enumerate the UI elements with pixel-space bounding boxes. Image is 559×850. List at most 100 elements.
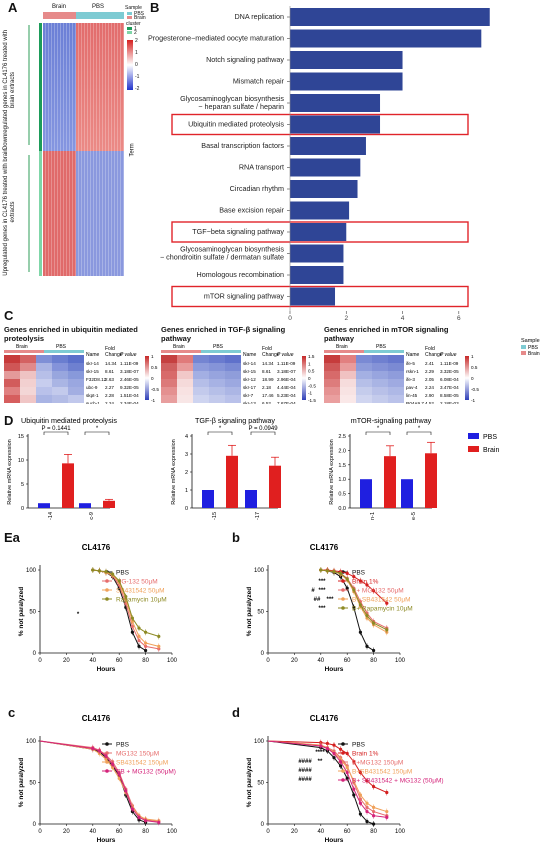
y-tick-label: 0: [261, 651, 265, 657]
heatmap-cell: [388, 379, 404, 387]
heatmap-cell: [372, 395, 388, 403]
data-point: [124, 594, 128, 599]
heatmap-cell: [340, 371, 356, 379]
heatmap-cell: [225, 379, 241, 387]
legend-marker: [341, 597, 345, 601]
x-tick-label: 0: [266, 829, 270, 835]
x-tick-label: 20: [291, 829, 298, 835]
y-tick-label: 1.0: [338, 477, 346, 483]
legend-label: Brain 1%: [352, 579, 379, 586]
legend-cluster-title: cluster: [126, 21, 141, 27]
heatmap-pbs-header: PBS: [92, 4, 105, 10]
data-point: [358, 797, 362, 801]
sample-bar-pbs: [201, 350, 241, 353]
x-tick-label: 80: [142, 658, 149, 664]
scale-tick: -1: [308, 391, 313, 396]
data-point: [352, 779, 356, 783]
col-header-pvalue: P value: [277, 352, 294, 358]
y-tick-label: 5: [21, 482, 24, 488]
y-axis-title: % not paralyzed: [18, 587, 25, 637]
heatmap-cell: [177, 387, 193, 395]
survival-line: [320, 569, 388, 631]
heatmap-cell: [36, 355, 52, 363]
x-tick-label: 100: [167, 658, 178, 664]
y-tick-label: 50: [29, 610, 36, 616]
p-value: 2.46E-05: [120, 377, 139, 382]
term-label: − heparan sulfate / heparin: [198, 102, 284, 111]
heatmap-cell: [52, 371, 68, 379]
heatmap-cell: [324, 355, 340, 363]
col-header-fold: Change: [425, 352, 443, 358]
significance-label: P = 0.1441: [41, 426, 71, 432]
legend-label: B+ MG-132 50μM: [352, 588, 404, 595]
data-point: [339, 747, 343, 751]
heatmap-cell: [177, 355, 193, 363]
legend-label: Brain 1%: [352, 751, 379, 758]
sample-bar-pbs: [44, 350, 84, 353]
y-tick-label: 0.0: [338, 506, 346, 512]
y-axis-title: Relative mRNA expression: [171, 439, 177, 504]
legend-label-brain: Brain: [528, 351, 540, 357]
data-point: [352, 575, 356, 579]
data-point: [97, 569, 101, 573]
term-label: Progesterone−mediated oocyte maturation: [148, 34, 284, 43]
heatmap-cell: [20, 363, 36, 371]
gene-name: skr-15: [86, 369, 99, 374]
data-point: [111, 762, 115, 766]
panel-label-eb: b: [232, 530, 240, 545]
gene-name: skr-14: [243, 361, 256, 366]
y-axis-title: Relative mRNA expression: [329, 439, 335, 504]
data-point: [365, 819, 369, 824]
sample-label-pbs: PBS: [56, 344, 67, 350]
data-point: [137, 634, 141, 638]
y-tick-label: 0: [33, 822, 37, 828]
legend-label: SB431542 150μM: [116, 760, 168, 767]
expression-bar: [269, 465, 281, 508]
survival-line: [39, 740, 146, 823]
data-point: [339, 764, 343, 768]
scale-tick: 0: [471, 376, 474, 381]
data-point: [144, 644, 148, 648]
data-point: [130, 624, 134, 629]
significance-bracket: [207, 431, 233, 435]
panel-label-ea: Ea: [4, 530, 20, 545]
heatmap-cell: [372, 387, 388, 395]
data-point: [124, 789, 128, 793]
y-tick-label: 2.0: [338, 448, 346, 454]
x-tick-label: 40: [317, 658, 324, 664]
x-tick-label: 0: [38, 829, 42, 835]
data-point: [352, 588, 356, 592]
fold-change: 2.28: [105, 393, 114, 398]
data-point: [385, 628, 389, 632]
data-point: [104, 754, 108, 758]
panel-label-ec: c: [8, 705, 16, 720]
x-tick-label: 80: [370, 829, 377, 835]
x-tick-label: 60: [344, 829, 351, 835]
heatmap-cell: [36, 379, 52, 387]
data-point: [130, 807, 134, 811]
p-value: 6.08E-04: [440, 377, 459, 382]
data-point: [130, 630, 134, 634]
survival-chart-title: CL4176: [310, 714, 339, 723]
x-tick-label: 60: [116, 829, 123, 835]
legend-label: SB + MG132 (50μM): [116, 769, 176, 776]
heatmap-cell: [193, 387, 209, 395]
data-point: [332, 751, 336, 756]
survival-chart-title: CL4176: [82, 714, 111, 723]
heatmap-cell: [372, 371, 388, 379]
legend-label: Rapamycin 10μM: [116, 597, 167, 604]
scale-tick: -1: [151, 398, 156, 403]
heatmap-cell: [4, 363, 20, 371]
heatmap-cell: [372, 379, 388, 387]
sample-bar-pbs: [364, 350, 404, 353]
data-point: [325, 741, 329, 746]
significance-label: *: [377, 426, 380, 432]
y-axis-title: % not paralyzed: [18, 758, 25, 808]
heatmap-cell: [177, 363, 193, 371]
scale-tick: -1: [471, 398, 476, 403]
data-point: [332, 743, 336, 747]
gene-name: skr-17: [243, 385, 256, 390]
heatmap-cell: [209, 355, 225, 363]
heatmap-cell: [52, 387, 68, 395]
term-label: Glycosaminoglycan biosynthesis: [180, 94, 284, 103]
